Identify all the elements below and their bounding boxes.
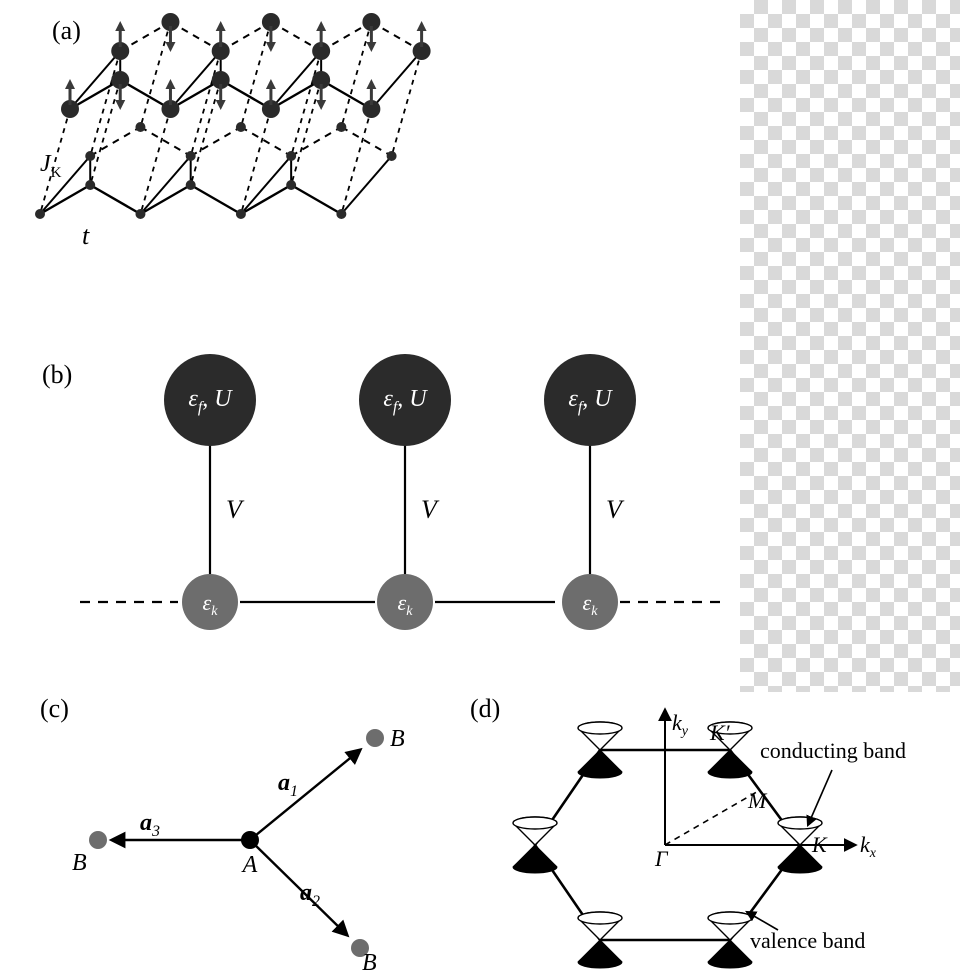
svg-text:kx: kx bbox=[860, 832, 877, 861]
transparency-checker bbox=[740, 0, 960, 692]
svg-text:εf, U: εf, U bbox=[188, 386, 233, 416]
svg-text:a2: a2 bbox=[300, 880, 320, 910]
svg-text:JK: JK bbox=[40, 151, 62, 181]
hybrid-V-3: V bbox=[606, 495, 625, 524]
site-B-1: B bbox=[390, 726, 405, 752]
panel-a-lattice: JK t bbox=[10, 0, 750, 330]
panel-c-diagram: A B B B a1 a2 a3 bbox=[0, 690, 470, 970]
svg-text:K′: K′ bbox=[709, 720, 731, 745]
conducting-band: conducting band bbox=[760, 738, 906, 763]
gamma-label: Γ bbox=[654, 846, 669, 871]
site-A: A bbox=[241, 852, 258, 878]
svg-text:a3: a3 bbox=[140, 810, 160, 840]
k-label: K bbox=[811, 832, 828, 857]
svg-text:εf, U: εf, U bbox=[383, 386, 428, 416]
panel-d-diagram: ky kx Γ M K K′ conducting band valence b… bbox=[460, 690, 960, 970]
svg-text:a1: a1 bbox=[278, 770, 298, 800]
svg-text:ky: ky bbox=[672, 710, 689, 739]
svg-text:εf, U: εf, U bbox=[568, 386, 613, 416]
panel-b-diagram: εf, U εf, U εf, U εk εk εk V V V bbox=[0, 348, 740, 678]
hybrid-V-1: V bbox=[226, 495, 245, 524]
hybrid-V-2: V bbox=[421, 495, 440, 524]
site-B-3: B bbox=[72, 850, 87, 876]
valence-band: valence band bbox=[750, 928, 865, 953]
svg-text:t: t bbox=[82, 221, 90, 250]
m-label: M bbox=[747, 788, 768, 813]
site-B-2: B bbox=[362, 950, 377, 970]
